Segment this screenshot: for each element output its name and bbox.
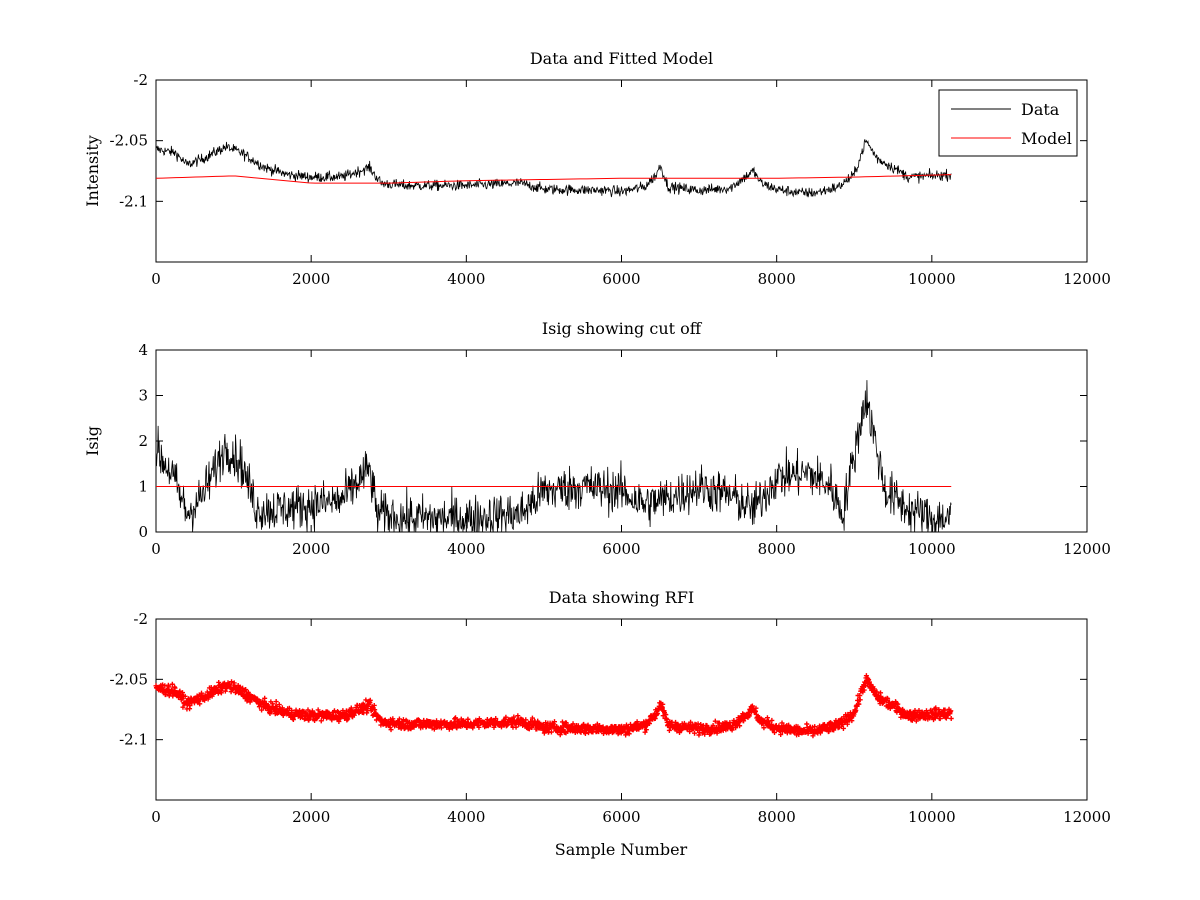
y-tick-label: 0: [138, 523, 148, 541]
x-tick-label: 8000: [758, 540, 796, 558]
x-tick-label: 2000: [292, 540, 330, 558]
x-tick-label: 6000: [602, 808, 640, 826]
legend: Data Model: [938, 89, 1078, 157]
x-tick-label: 4000: [447, 808, 485, 826]
series-line-model: [155, 174, 952, 184]
legend-box: [938, 89, 1078, 157]
x-tick-label: 2000: [292, 270, 330, 288]
y-tick-label: 2: [138, 432, 148, 450]
x-tick-label: 12000: [1063, 270, 1111, 288]
x-tick-label: 6000: [602, 270, 640, 288]
y-tick-label: -2.1: [119, 192, 148, 210]
y-axis-label: Intensity: [83, 135, 102, 207]
x-tick-label: 10000: [908, 540, 956, 558]
y-tick-label: -2.05: [110, 132, 148, 150]
y-tick-label: 3: [138, 387, 148, 405]
axes-box: [155, 79, 1088, 263]
subplot-title: Isig showing cut off: [542, 319, 703, 338]
x-tick-label: 2000: [292, 808, 330, 826]
x-tick-label: 12000: [1063, 808, 1111, 826]
y-tick-label: -2.05: [110, 670, 148, 688]
legend-label-model: Model: [1021, 129, 1072, 148]
figure-xlabel: Sample Number: [555, 840, 688, 859]
x-tick-label: 4000: [447, 270, 485, 288]
series-line-data: [155, 139, 952, 198]
axes-box: [155, 349, 1088, 533]
x-tick-label: 6000: [602, 540, 640, 558]
x-tick-label: 0: [151, 540, 161, 558]
subplot-2: 0 2000 4000 6000 8000 10000 12000 0 1 2 3 4 Isig sho…: [83, 319, 1111, 558]
y-axis-label: Isig: [83, 426, 102, 456]
x-tick-label: 4000: [447, 540, 485, 558]
y-tick-label: -2: [133, 71, 148, 89]
y-tick-label: -2: [133, 610, 148, 628]
x-tick-label: 8000: [758, 808, 796, 826]
subplot-1: 0 2000 4000 6000 8000 10000 12000 -2 -2.05 -2.1 Da…: [83, 49, 1111, 288]
x-tick-label: 0: [151, 270, 161, 288]
axes-box: [155, 618, 1088, 801]
series-line-isig: [155, 380, 952, 533]
y-tick-label: 4: [138, 341, 148, 359]
x-tick-label: 10000: [908, 808, 956, 826]
x-tick-label: 8000: [758, 270, 796, 288]
series-markers-rfi: [153, 673, 954, 739]
subplot-title: Data showing RFI: [549, 588, 694, 607]
legend-label-data: Data: [1021, 100, 1060, 119]
subplot-3: 0 2000 4000 6000 8000 10000 12000 -2 -2.05 -2.1 Da…: [110, 588, 1111, 826]
subplot-title: Data and Fitted Model: [530, 49, 713, 68]
x-tick-label: 12000: [1063, 540, 1111, 558]
x-tick-label: 0: [151, 808, 161, 826]
y-tick-label: 1: [138, 478, 148, 496]
x-tick-label: 10000: [908, 270, 956, 288]
y-tick-label: -2.1: [119, 731, 148, 749]
